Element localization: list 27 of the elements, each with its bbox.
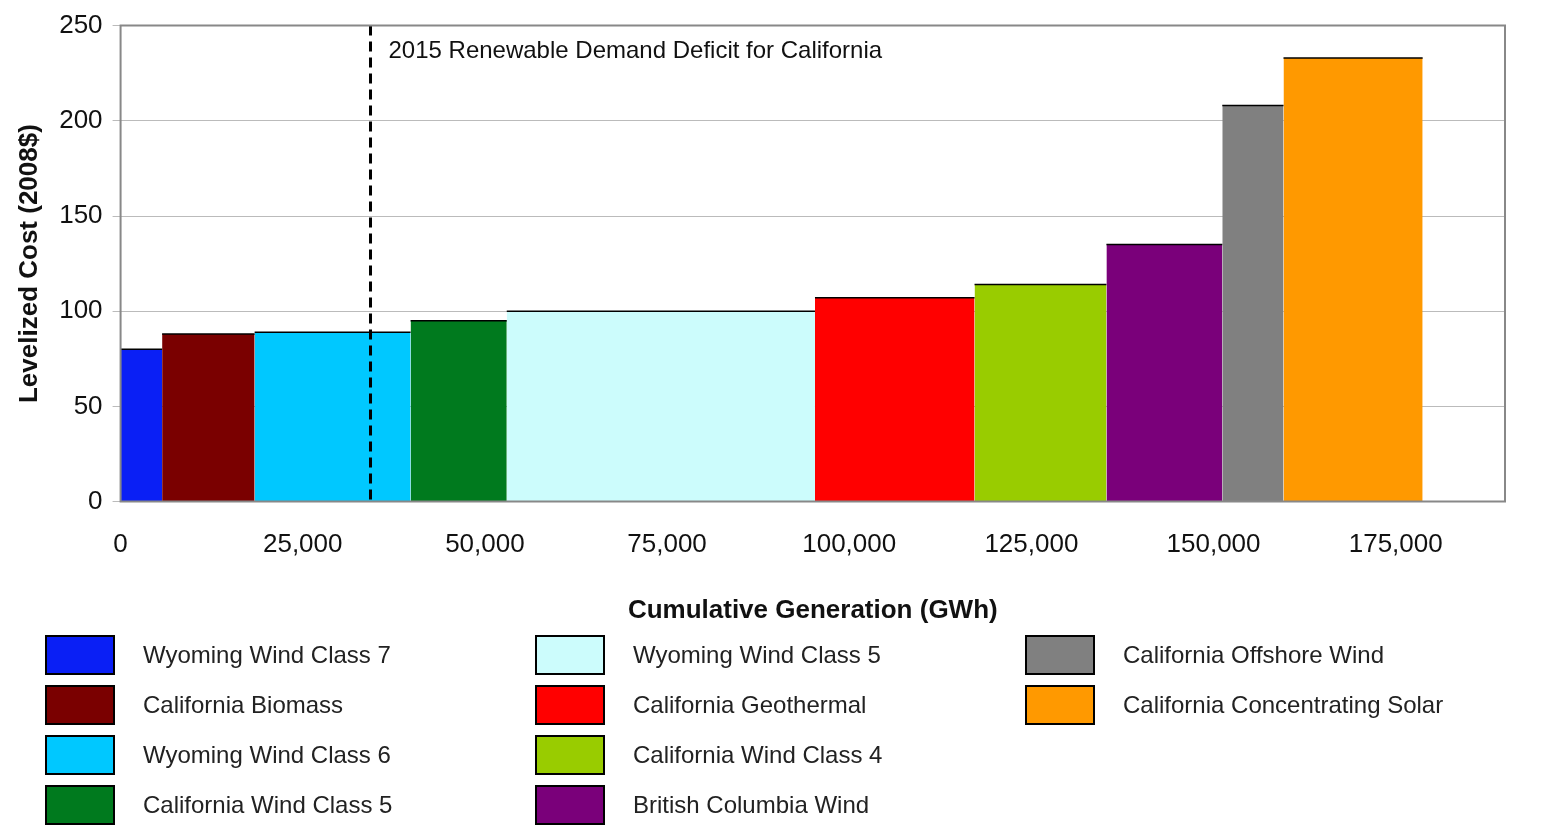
legend-label: California Concentrating Solar: [1123, 691, 1444, 719]
x-tick-label: 0: [113, 528, 128, 559]
legend-label: British Columbia Wind: [633, 791, 870, 819]
y-tick-label: 150: [59, 199, 103, 230]
legend-label: Wyoming Wind Class 5: [633, 641, 881, 669]
legend-label: California Wind Class 5: [143, 791, 393, 819]
x-axis-title: Cumulative Generation (GWh): [627, 593, 998, 624]
legend-label: California Geothermal: [633, 691, 867, 719]
x-tick-label: 175,000: [1348, 528, 1443, 559]
x-tick-label: 25,000: [262, 528, 343, 559]
y-tick-label: 200: [59, 103, 103, 134]
legend-label: Wyoming Wind Class 7: [143, 641, 391, 669]
legend-label: California Offshore Wind: [1123, 641, 1384, 669]
x-tick-label: 150,000: [1166, 528, 1261, 559]
x-tick-label: 100,000: [802, 528, 897, 559]
y-tick-label: 50: [73, 389, 103, 420]
y-axis-title: Levelized Cost (2008$): [12, 124, 43, 404]
y-tick-label: 100: [59, 294, 103, 325]
legend-label: California Wind Class 4: [633, 741, 883, 769]
x-tick-label: 50,000: [445, 528, 525, 559]
legend-label: California Biomass: [143, 691, 344, 719]
ref-line-label: 2015 Renewable Demand Deficit for California: [388, 36, 883, 64]
y-tick-label: 250: [59, 8, 103, 39]
x-tick-label: 125,000: [984, 528, 1079, 559]
legend-label: Wyoming Wind Class 6: [143, 741, 391, 769]
x-tick-label: 75,000: [627, 528, 707, 559]
y-tick-label: 0: [88, 484, 103, 515]
